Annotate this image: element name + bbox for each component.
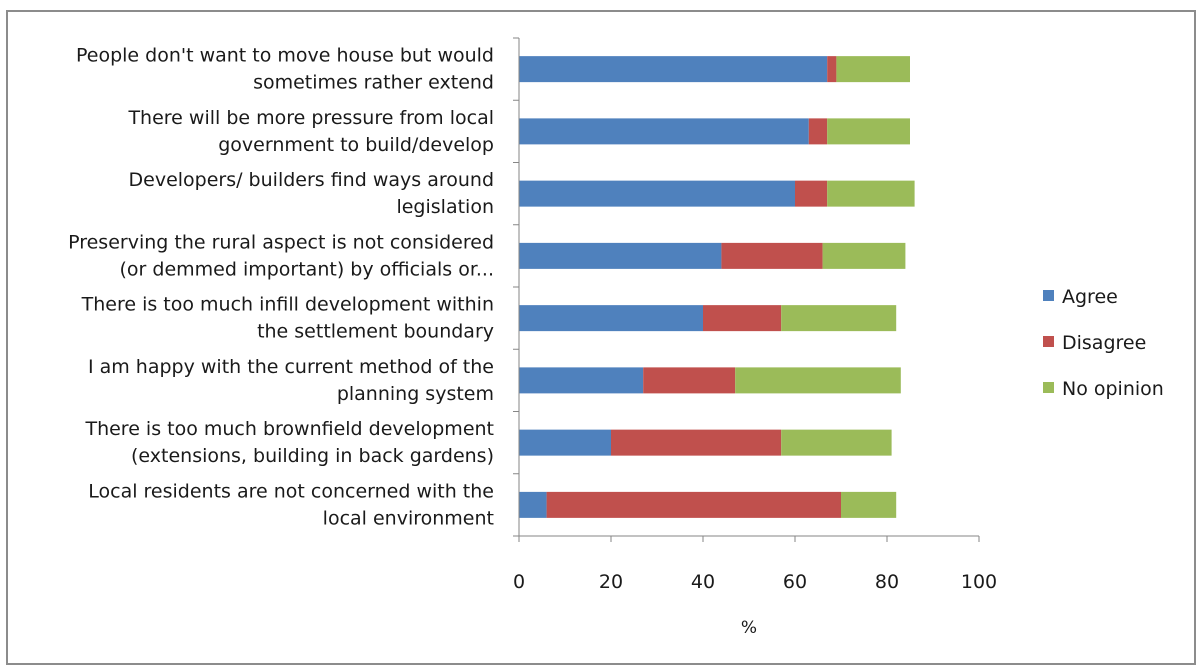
bar-disagree-7 xyxy=(611,429,782,456)
bar-agree-6 xyxy=(519,367,644,394)
category-labels: People don't want to move house but woul… xyxy=(68,45,494,530)
category-label: I am happy with the current method of th… xyxy=(88,356,494,405)
category-label-line: There is too much infill development wit… xyxy=(81,294,494,316)
x-tick-label: 80 xyxy=(875,571,899,593)
x-axis-title: % xyxy=(741,618,757,638)
legend-swatch-agree xyxy=(1043,290,1054,301)
category-label-line: legislation xyxy=(396,196,494,218)
bar-disagree-5 xyxy=(703,305,782,332)
bar-group xyxy=(519,56,915,518)
bar-agree-2 xyxy=(519,118,809,145)
category-label-line: There is too much brownfield development xyxy=(84,418,494,440)
bar-disagree-2 xyxy=(808,118,828,145)
legend-swatch-no-opinion xyxy=(1043,382,1054,393)
category-label-line: (extensions, building in back gardens) xyxy=(131,445,494,467)
category-label-line: (or demmed important) by officials or... xyxy=(120,258,495,280)
bar-no-opinion-3 xyxy=(827,180,915,207)
category-label: Local residents are not concerned with t… xyxy=(88,480,494,529)
x-tick-label: 60 xyxy=(783,571,807,593)
x-tick-labels: 0 20 40 60 80 100 xyxy=(513,571,997,593)
category-label-line: planning system xyxy=(337,383,494,405)
category-label: People don't want to move house but woul… xyxy=(76,45,494,94)
category-label-line: I am happy with the current method of th… xyxy=(88,356,494,378)
category-label-line: There will be more pressure from local xyxy=(127,107,494,129)
category-label: There will be more pressure from local go… xyxy=(127,107,494,156)
category-label-line: People don't want to move house but woul… xyxy=(76,45,494,67)
category-label-line: Preserving the rural aspect is not consi… xyxy=(68,231,494,253)
bar-no-opinion-8 xyxy=(841,491,897,518)
bar-no-opinion-5 xyxy=(781,305,897,332)
bar-agree-7 xyxy=(519,429,611,456)
category-label: Preserving the rural aspect is not consi… xyxy=(68,231,494,280)
bar-disagree-8 xyxy=(546,491,841,518)
x-tick-label: 40 xyxy=(691,571,715,593)
top-band xyxy=(0,0,1199,10)
legend-label-no-opinion: No opinion xyxy=(1062,378,1164,400)
bar-no-opinion-4 xyxy=(822,242,906,269)
x-tick-label: 20 xyxy=(599,571,623,593)
bar-disagree-6 xyxy=(643,367,736,394)
category-label: There is too much brownfield development… xyxy=(84,418,494,467)
category-label: Developers/ builders find ways around leg… xyxy=(129,169,495,218)
category-label: There is too much infill development wit… xyxy=(81,294,494,343)
legend-label-agree: Agree xyxy=(1062,286,1118,308)
bar-no-opinion-2 xyxy=(827,118,910,145)
legend-swatch-disagree xyxy=(1043,336,1054,347)
category-label-line: sometimes rather extend xyxy=(253,72,494,94)
bar-agree-1 xyxy=(519,56,828,83)
bar-disagree-4 xyxy=(721,242,823,269)
bar-agree-4 xyxy=(519,242,722,269)
axes-group xyxy=(513,37,980,542)
bar-no-opinion-6 xyxy=(735,367,901,394)
bar-no-opinion-1 xyxy=(836,56,910,83)
bar-agree-3 xyxy=(519,180,795,207)
bar-agree-8 xyxy=(519,491,547,518)
category-label-line: Local residents are not concerned with t… xyxy=(88,480,494,502)
bar-agree-5 xyxy=(519,305,703,332)
x-tick-label: 0 xyxy=(513,571,525,593)
bar-no-opinion-7 xyxy=(781,429,892,456)
category-label-line: government to build/develop xyxy=(218,134,494,156)
x-tick-label: 100 xyxy=(961,571,997,593)
legend: Agree Disagree No opinion xyxy=(1043,286,1164,400)
category-label-line: Developers/ builders find ways around xyxy=(129,169,495,191)
bar-disagree-3 xyxy=(795,180,828,207)
category-label-line: local environment xyxy=(323,507,494,529)
legend-label-disagree: Disagree xyxy=(1062,332,1146,354)
category-label-line: the settlement boundary xyxy=(257,321,494,343)
bar-disagree-1 xyxy=(827,56,837,83)
